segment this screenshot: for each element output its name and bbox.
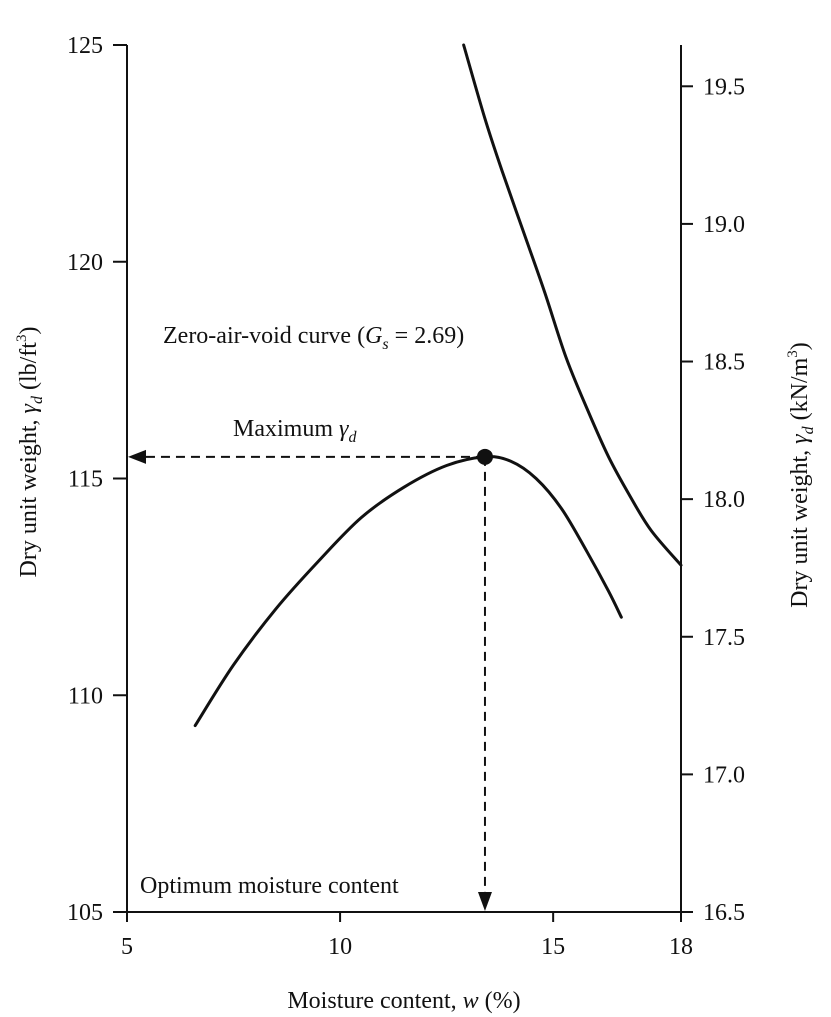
max-guides xyxy=(128,448,493,911)
y-left-tick-label: 110 xyxy=(68,683,103,709)
y-right-tick-label: 17.0 xyxy=(703,762,745,788)
y-right-tick-label: 19.0 xyxy=(703,212,745,238)
curves xyxy=(193,43,683,728)
arrow-down-head xyxy=(477,892,492,911)
maximum-gamma-label: Maximum γd xyxy=(233,416,357,446)
x-axis-title: Moisture content, w (%) xyxy=(287,988,520,1014)
compaction-curve xyxy=(193,455,623,728)
x-ticks: 5 10 15 18 xyxy=(121,912,693,960)
x-tick-label: 5 xyxy=(121,934,133,960)
y-ticks-left: 105 110 115 120 125 xyxy=(67,33,127,926)
y-left-tick-label: 120 xyxy=(67,250,103,276)
x-tick-label: 10 xyxy=(328,934,352,960)
y-left-tick-label: 105 xyxy=(67,900,103,926)
y-left-tick-label: 125 xyxy=(67,33,103,59)
y-right-tick-label: 19.5 xyxy=(703,74,745,100)
y-ticks-right: 16.5 17.0 17.5 18.0 18.5 19.0 19.5 xyxy=(681,74,745,926)
axes xyxy=(126,45,682,913)
x-tick-label: 18 xyxy=(669,934,693,960)
zero-air-void-curve xyxy=(462,43,683,567)
y-right-tick-label: 18.0 xyxy=(703,487,745,513)
y-axis-right-title: Dry unit weight, γd (kN/m3) xyxy=(785,342,817,608)
zero-air-void-label: Zero-air-void curve (Gs = 2.69) xyxy=(163,323,464,353)
x-tick-label: 15 xyxy=(541,934,565,960)
y-right-tick-label: 16.5 xyxy=(703,900,745,926)
y-right-tick-label: 18.5 xyxy=(703,350,745,376)
arrow-left-head xyxy=(128,449,146,464)
optimum-moisture-label: Optimum moisture content xyxy=(140,873,399,899)
y-axis-left-title: Dry unit weight, γd (lb/ft3) xyxy=(14,327,46,578)
max-point-marker xyxy=(476,448,493,465)
y-left-tick-label: 115 xyxy=(68,467,103,493)
y-right-tick-label: 17.5 xyxy=(703,625,745,651)
